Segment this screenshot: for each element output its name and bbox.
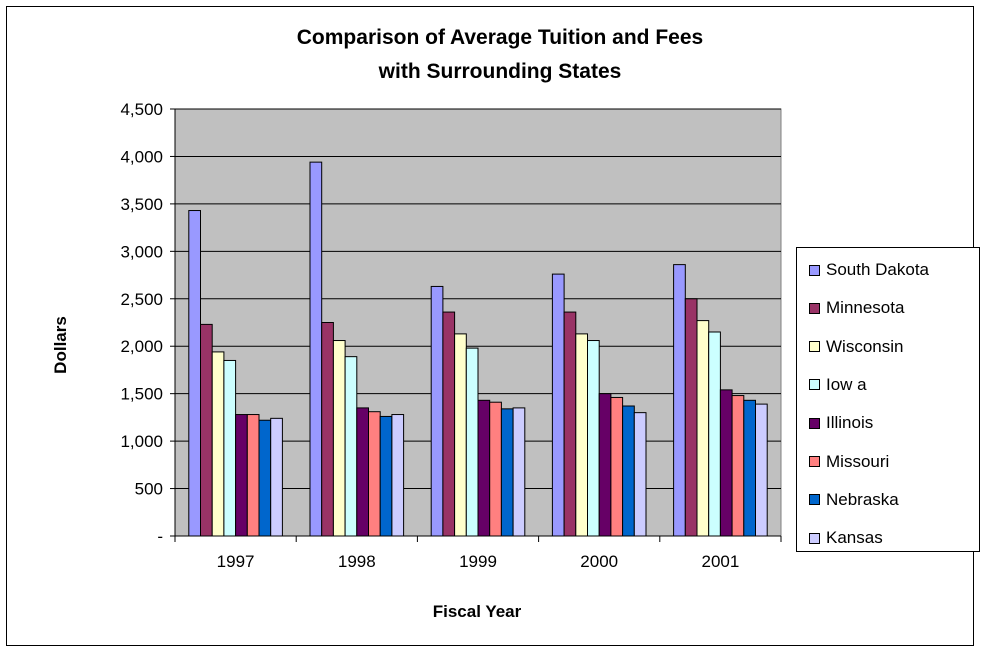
legend-swatch — [809, 302, 820, 314]
bar-illinois-1998 — [356, 407, 369, 537]
legend-item: Kansas — [809, 528, 883, 548]
chart-title-line-1: Comparison of Average Tuition and Fees — [296, 26, 704, 49]
legend-swatch — [809, 341, 820, 353]
bar-missouri-2000 — [610, 396, 624, 537]
legend-label: Nebraska — [826, 489, 899, 509]
bar-minnesota-1997 — [200, 323, 213, 537]
legend-label: South Dakota — [826, 260, 930, 279]
bar-iow-a-1998 — [344, 356, 358, 537]
bar-kansas-1999 — [512, 407, 526, 537]
bar-missouri-1999 — [489, 401, 502, 537]
bar-south-dakota-1998 — [309, 161, 323, 537]
bar-iow-a-2001 — [708, 331, 721, 537]
y-tick-label: 4,500 — [120, 100, 163, 119]
legend-item: South Dakota — [809, 260, 929, 280]
bar-illinois-1999 — [477, 399, 491, 537]
legend-swatch — [809, 417, 820, 429]
y-tick-label: 2,000 — [120, 337, 163, 356]
bar-iow-a-2000 — [587, 340, 600, 537]
legend-label: Missouri — [826, 451, 890, 471]
bar-south-dakota-1997 — [188, 210, 202, 537]
y-tick-label: 4,000 — [120, 147, 163, 166]
bar-missouri-1998 — [368, 411, 381, 537]
bar-missouri-1997 — [246, 414, 260, 537]
legend-item: Missouri — [809, 452, 889, 472]
bar-nebraska-1998 — [379, 415, 393, 537]
bar-nebraska-2000 — [622, 405, 635, 537]
bar-wisconsin-1999 — [454, 333, 467, 537]
legend-label: Kansas — [826, 528, 883, 548]
legend-swatch — [809, 532, 820, 544]
bar-wisconsin-2001 — [696, 320, 710, 537]
bar-iow-a-1997 — [223, 359, 237, 537]
bar-wisconsin-2000 — [575, 333, 588, 537]
y-tick-label: - — [157, 527, 163, 546]
legend-item: Illinois — [809, 413, 873, 433]
bar-illinois-2001 — [719, 389, 733, 537]
bar-minnesota-2000 — [563, 311, 577, 537]
y-tick-label: 3,500 — [120, 195, 163, 214]
x-tick-label: 1999 — [459, 552, 497, 571]
y-tick-label: 1,500 — [120, 385, 163, 404]
legend-item: Nebraska — [809, 490, 899, 510]
bar-kansas-1997 — [270, 417, 283, 537]
legend-item: Wisconsin — [809, 337, 903, 357]
legend-label: Minnesota — [826, 298, 905, 318]
legend-swatch — [809, 379, 820, 391]
bar-missouri-2001 — [731, 395, 745, 537]
bar-nebraska-2001 — [743, 399, 756, 537]
bar-iow-a-1999 — [465, 347, 479, 537]
bar-nebraska-1999 — [500, 408, 514, 537]
bar-nebraska-1997 — [258, 419, 272, 537]
bar-minnesota-1999 — [442, 311, 456, 537]
legend-item: Iow a — [809, 375, 867, 395]
legend-label: Wisconsin — [826, 336, 904, 356]
y-tick-label: 1,000 — [120, 432, 163, 451]
legend-swatch — [809, 264, 820, 276]
y-tick-label: 3,000 — [120, 242, 163, 261]
bar-minnesota-1998 — [321, 322, 334, 537]
legend-label: Illinois — [826, 413, 874, 433]
x-axis-label: Fiscal Year — [433, 602, 522, 621]
bar-kansas-2000 — [633, 412, 647, 537]
legend-swatch — [809, 456, 820, 467]
bar-kansas-1998 — [391, 414, 405, 537]
y-tick-label: 500 — [135, 480, 163, 499]
bar-south-dakota-2000 — [551, 273, 565, 537]
x-tick-label: 2000 — [580, 552, 618, 571]
y-tick-label: 2,500 — [120, 290, 163, 309]
bar-wisconsin-1998 — [332, 340, 346, 537]
x-tick-label: 1998 — [338, 552, 376, 571]
legend-label: Iow a — [826, 374, 867, 394]
bar-south-dakota-2001 — [673, 264, 686, 537]
bar-wisconsin-1997 — [211, 351, 225, 537]
chart-title-line-2: with Surrounding States — [378, 60, 622, 83]
legend: South Dakota Minnesota Wisconsin Iow a Illin… — [796, 247, 980, 552]
bar-minnesota-2001 — [684, 298, 698, 537]
legend-item: Minnesota — [809, 298, 904, 318]
x-tick-label: 1997 — [217, 552, 255, 571]
x-tick-label: 2001 — [701, 552, 739, 571]
bar-illinois-1997 — [235, 414, 248, 537]
legend-swatch — [809, 494, 820, 506]
y-axis-label: Dollars — [51, 316, 70, 374]
bar-south-dakota-1999 — [430, 285, 444, 537]
bar-kansas-2001 — [755, 403, 768, 537]
bar-illinois-2000 — [598, 393, 612, 537]
